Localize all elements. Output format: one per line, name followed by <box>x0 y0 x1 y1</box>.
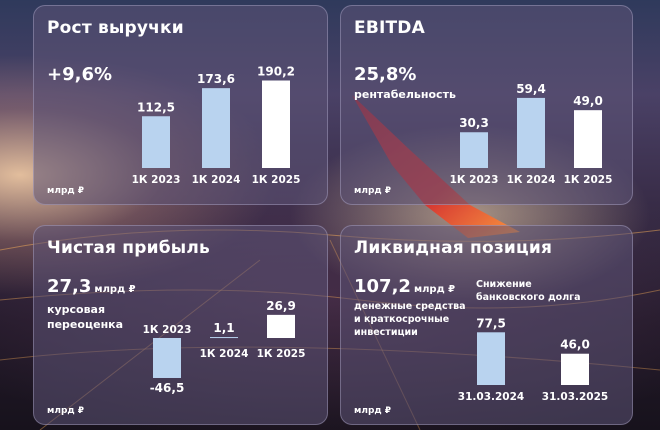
liquidity-title: Ликвидная позиция <box>354 238 553 258</box>
ebitda-value-label-2: 59,4 <box>516 82 546 96</box>
ebitda-panel: EBITDA 25,8% рентабельность 30,3 1К 2023 5… <box>340 5 633 205</box>
profit-unit: млрд ₽ <box>47 406 85 416</box>
ebitda-bar-2 <box>517 97 545 168</box>
revenue-category-label-1: 1К 2023 <box>132 174 181 186</box>
liquidity-note-line-2: и краткосрочные <box>354 314 450 325</box>
liquidity-kpi-value: 107,2 <box>354 276 411 297</box>
profit-note-line-2: переоценка <box>47 318 124 331</box>
ebitda-margin-note: рентабельность <box>354 88 456 101</box>
revenue-growth-kpi: +9,6% <box>47 64 113 85</box>
ebitda-value-label-1: 30,3 <box>459 116 489 130</box>
debt-note: Снижение банковского долга <box>476 278 581 304</box>
profit-kpi-value: 27,3 <box>47 276 92 297</box>
ebitda-unit: млрд ₽ <box>354 186 392 196</box>
debt-category-label-1: 31.03.2024 <box>458 391 524 403</box>
debt-value-label-2: 46,0 <box>560 338 590 352</box>
ebitda-value-label-3: 49,0 <box>573 94 603 108</box>
profit-kpi-unit: млрд ₽ <box>94 284 136 295</box>
profit-note-line-1: курсовая <box>47 303 106 316</box>
ebitda-bar-3 <box>574 110 602 168</box>
profit-panel: Чистая прибыль 27,3 млрд ₽ курсовая перео… <box>33 225 328 425</box>
debt-note-line-1: Снижение <box>476 279 532 290</box>
liquidity-note-line-3: инвестиции <box>354 327 418 338</box>
profit-value-label-1: -46,5 <box>150 381 185 395</box>
revenue-category-label-3: 1К 2025 <box>252 174 301 186</box>
profit-value-label-3: 26,9 <box>266 299 296 313</box>
liquidity-panel: Ликвидная позиция 107,2 млрд ₽ денежные с… <box>340 225 633 425</box>
profit-bar-2 <box>210 337 238 339</box>
ebitda-category-label-3: 1К 2025 <box>564 174 613 186</box>
revenue-panel: Рост выручки +9,6% 112,5 1К 2023 173,6 1К 2… <box>33 5 328 205</box>
debt-note-line-2: банковского долга <box>476 292 581 303</box>
liquidity-kpi-unit: млрд ₽ <box>413 284 456 295</box>
revenue-category-label-2: 1К 2024 <box>192 174 241 186</box>
liquidity-note-line-1: денежные средства <box>354 301 466 312</box>
liquidity-note: денежные средства и краткосрочные инвест… <box>354 300 466 339</box>
revenue-unit: млрд ₽ <box>47 186 85 196</box>
profit-bar-3 <box>267 314 295 338</box>
ebitda-margin-kpi: 25,8% <box>354 64 417 85</box>
revenue-bar-2 <box>202 88 230 168</box>
profit-value-label-2: 1,1 <box>213 321 234 335</box>
liquidity-kpi: 107,2 млрд ₽ <box>354 276 455 297</box>
airplane-wing-icon <box>352 95 520 238</box>
revenue-title: Рост выручки <box>47 18 184 38</box>
debt-value-label-1: 77,5 <box>476 316 506 330</box>
revenue-bar-chart: 112,5 1К 2023 173,6 1К 2024 190,2 1К 2025 <box>132 65 301 186</box>
liquidity-unit: млрд ₽ <box>354 406 392 416</box>
debt-bar-chart: 77,5 31.03.2024 46,0 31.03.2025 <box>458 316 608 403</box>
revenue-bar-1 <box>142 116 170 168</box>
profit-bar-1 <box>153 338 181 378</box>
revenue-value-label-2: 173,6 <box>197 72 235 86</box>
ebitda-bar-1 <box>460 132 488 168</box>
debt-bar-2 <box>561 353 589 385</box>
profit-category-label-3: 1К 2025 <box>257 348 306 360</box>
revenue-bar-3 <box>262 80 290 168</box>
debt-bar-1 <box>477 332 505 385</box>
profit-note: курсовая переоценка <box>47 302 123 332</box>
ebitda-category-label-1: 1К 2023 <box>450 174 499 186</box>
profit-title: Чистая прибыль <box>47 238 210 258</box>
ebitda-bar-chart: 30,3 1К 2023 59,4 1К 2024 49,0 1К 2025 <box>450 82 613 186</box>
profit-category-label-1: 1К 2023 <box>143 324 192 336</box>
ebitda-title: EBITDA <box>354 18 425 38</box>
revenue-value-label-3: 190,2 <box>257 65 295 79</box>
debt-category-label-2: 31.03.2025 <box>542 391 608 403</box>
profit-bar-chart: -46,5 1К 2023 1,1 1К 2024 26,9 1К 2025 <box>143 299 306 395</box>
revenue-value-label-1: 112,5 <box>137 100 175 114</box>
profit-kpi: 27,3 млрд ₽ <box>47 276 136 297</box>
ebitda-category-label-2: 1К 2024 <box>507 174 556 186</box>
profit-category-label-2: 1К 2024 <box>200 348 249 360</box>
